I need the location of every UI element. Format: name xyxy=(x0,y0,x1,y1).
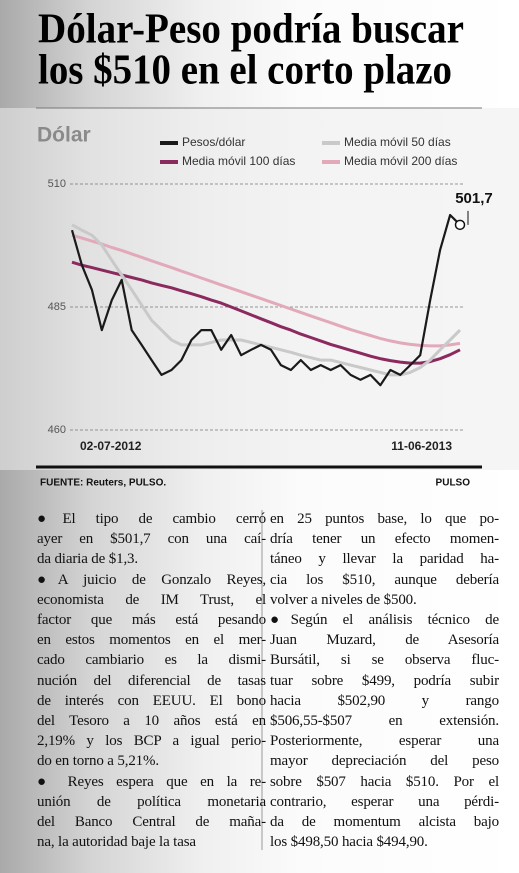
brand: PULSO xyxy=(436,478,471,489)
text-column: en 25 puntos base, lo que po-dría tener … xyxy=(270,509,499,852)
y-tick-label: 485 xyxy=(48,301,66,313)
text-line: Bursátil, si se observa fluc- xyxy=(270,652,499,669)
text-line: nución del diferencial de tasas xyxy=(37,672,266,689)
text-line: economista de IM Trust, el xyxy=(37,591,266,608)
legend-label: Media móvil 200 días xyxy=(344,154,457,168)
text-line: del Tesoro a 10 años está en xyxy=(37,713,266,730)
headline: los $510 en el corto plazo xyxy=(38,48,452,94)
series-line xyxy=(71,260,461,365)
text-line: volver a niveles de $500. xyxy=(270,591,417,608)
text-line: ●Según el análisis técnico de xyxy=(270,612,499,629)
text-line: táneo y llevar la paridad ha- xyxy=(270,551,499,568)
legend-label: Media móvil 50 días xyxy=(344,135,451,149)
chart-title: Dólar xyxy=(37,124,91,147)
text-column: ●El tipo de cambio cerró ayer en $501,7 c… xyxy=(37,509,266,852)
text-line: na, la autoridad baje la tasa xyxy=(37,834,196,851)
legend-label: Pesos/dólar xyxy=(182,135,245,149)
text-line: factor que más está pesando xyxy=(37,612,266,629)
x-tick-label: 11-06-2013 xyxy=(391,439,452,453)
text-line: do en torno a 5,21%. xyxy=(37,753,159,770)
text-line: cado cambiario es la dismi- xyxy=(37,652,266,669)
text-line: Posteriormente, esperar una xyxy=(270,733,499,750)
text-line: unión de política monetaria xyxy=(37,793,266,810)
text-line: mayor depreciación del peso xyxy=(270,753,499,770)
text-line: Juan Muzard, de Asesoría xyxy=(270,632,499,649)
series-line xyxy=(71,223,462,377)
text-line: cia los $510, aunque debería xyxy=(270,571,499,588)
text-line: ●A juicio de Gonzalo Reyes, xyxy=(37,571,266,588)
text-line: en 25 puntos base, lo que po- xyxy=(270,511,499,527)
text-line: en estos momentos en el mer- xyxy=(37,632,266,649)
text-line: dría tener un efecto momen- xyxy=(270,531,499,548)
series-line xyxy=(71,233,461,348)
x-tick-label: 02-07-2012 xyxy=(80,439,142,453)
text-line: 2,19% y los BCP a igual perio- xyxy=(37,733,266,750)
end-marker xyxy=(454,219,466,231)
text-line: sobre $507 hacia $510. Por el xyxy=(270,773,499,790)
source: FUENTE: Reuters, PULSO. xyxy=(40,478,166,489)
text-line: ● Reyes espera que en la re- xyxy=(37,773,266,790)
text-line: ●El tipo de cambio cerró xyxy=(37,511,266,527)
text-line: de interés con EEUU. El bono xyxy=(37,692,266,709)
text-line: los $498,50 hacia $494,90. xyxy=(270,834,428,851)
text-line: contrario, esperar una pérdi- xyxy=(270,793,499,810)
y-tick-label: 510 xyxy=(48,178,66,190)
text-line: da de momentum alcista bajo xyxy=(270,814,499,831)
value-label: 501,7 xyxy=(455,190,493,207)
text-line: del Banco Central de maña- xyxy=(37,814,266,831)
text-line: hacia $502,90 y rango xyxy=(270,692,499,709)
legend-label: Media móvil 100 días xyxy=(182,154,295,168)
text-line: da diaria de $1,3. xyxy=(37,551,139,568)
text-line: tuar sobre $499, podría subir xyxy=(270,672,499,689)
headline: Dólar-Peso podría buscar xyxy=(38,7,464,53)
y-tick-label: 460 xyxy=(48,424,66,436)
series-line xyxy=(70,213,461,387)
text-line: $506,55-$507 en extensión. xyxy=(270,713,499,730)
text-line: ayer en $501,7 con una caí- xyxy=(37,531,266,548)
